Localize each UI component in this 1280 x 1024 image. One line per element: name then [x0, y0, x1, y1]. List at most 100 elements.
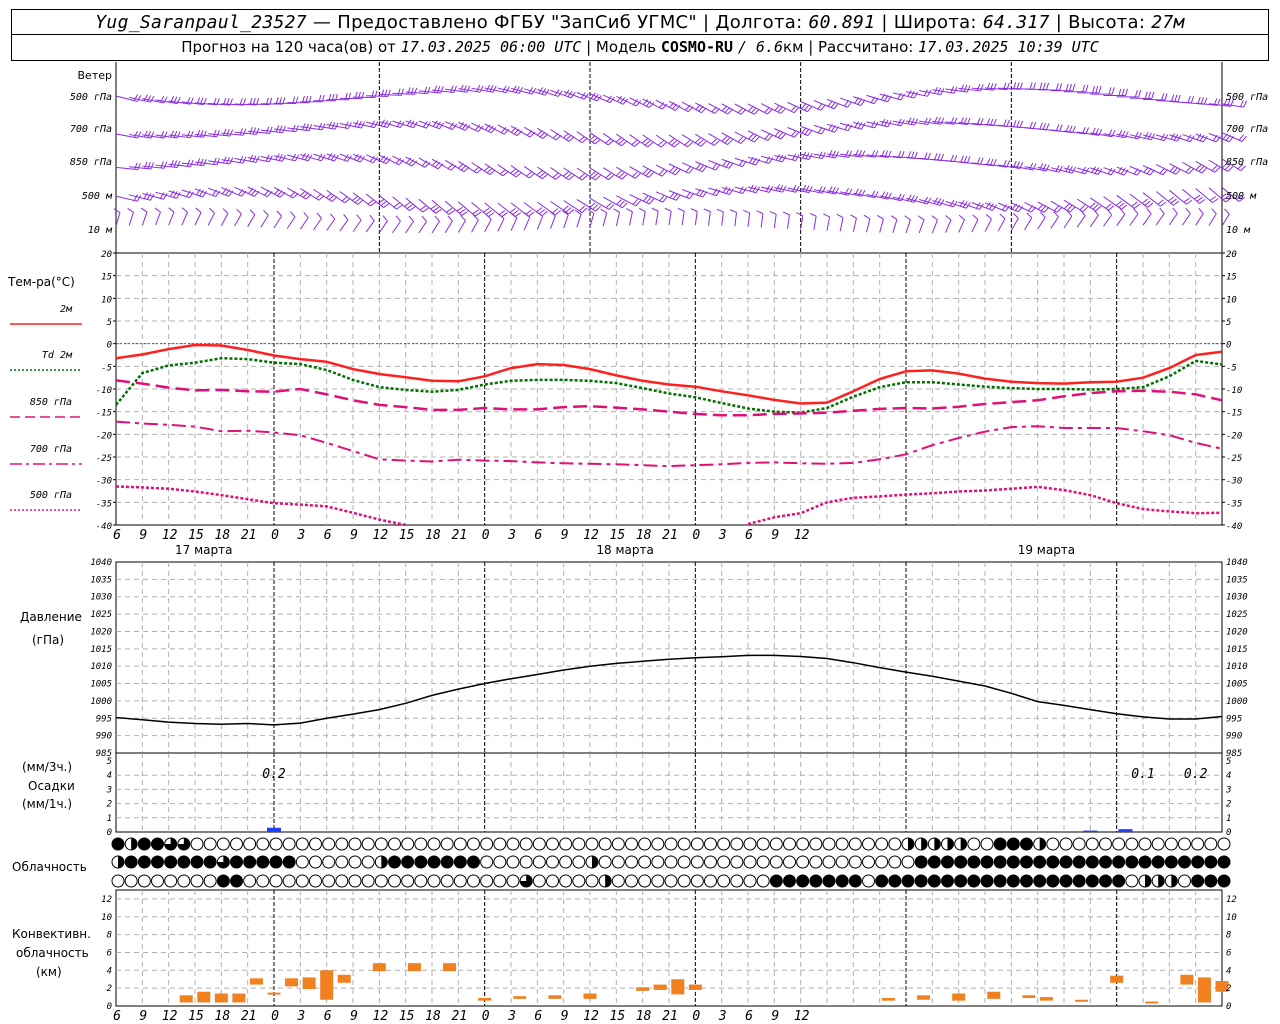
- wind-feather: [833, 103, 839, 110]
- wind-barb: [1155, 213, 1165, 226]
- wind-feather: [1055, 83, 1059, 91]
- wind-barb: [879, 218, 884, 233]
- wind-barb: [313, 153, 335, 162]
- wind-barb: [602, 196, 623, 209]
- wind-barb: [919, 90, 941, 96]
- wind-barb: [905, 219, 911, 234]
- wind-feather: [605, 202, 612, 209]
- conv-bar: [671, 979, 685, 995]
- wind-feather: [554, 210, 561, 216]
- wind-feather: [1222, 195, 1230, 201]
- cloud-symbol: [532, 837, 546, 851]
- wind-feather: [907, 194, 912, 202]
- hour-label-bottom: 21: [241, 1009, 257, 1024]
- cloud-symbol: [559, 837, 573, 851]
- wind-feather: [160, 161, 164, 169]
- wind-level-label-right: 500 гПа: [1226, 92, 1268, 103]
- hour-label-bottom: 3: [296, 1009, 305, 1024]
- wind-feather: [1198, 207, 1204, 214]
- wind-feather: [163, 161, 168, 169]
- wind-feather: [459, 84, 464, 92]
- wind-feather: [331, 196, 338, 202]
- wind-barb: [721, 158, 743, 168]
- wind-feather: [186, 190, 191, 197]
- wind-barb: [1195, 102, 1218, 106]
- wind-barb: [1090, 197, 1109, 211]
- wind-feather: [645, 196, 652, 203]
- cloud-symbol: [769, 837, 783, 851]
- cloud-symbol: [1204, 837, 1218, 851]
- cloud-symbol: [414, 874, 428, 888]
- wind-feather: [659, 195, 665, 202]
- cloud-symbol: [585, 874, 599, 888]
- cloud-fill: [138, 838, 151, 850]
- cloud-symbol: [717, 837, 731, 851]
- cloud-symbol: [506, 837, 520, 851]
- wind-barb: [734, 186, 757, 194]
- pres-tick-right: 1030: [1226, 593, 1248, 603]
- cloud-fill: [994, 838, 1007, 850]
- wind-feather: [382, 156, 389, 163]
- wind-feather: [581, 137, 588, 144]
- wind-barb: [602, 94, 624, 105]
- lon-label: Долгота:: [715, 12, 803, 33]
- wind-barb: [997, 202, 1019, 213]
- wind-feather: [1066, 205, 1073, 211]
- wind-barb: [945, 121, 968, 126]
- cloud-symbol: [625, 874, 638, 888]
- cloud-fill: [1139, 856, 1151, 868]
- wind-feather: [1046, 82, 1050, 90]
- wind-feather: [502, 85, 507, 93]
- wind-feather: [536, 207, 543, 213]
- cloud-fill: [1178, 856, 1191, 868]
- wind-barb: [563, 130, 583, 144]
- cloud-symbol: [717, 874, 731, 888]
- hour-label-bottom: 3: [507, 1009, 516, 1024]
- wind-barb: [1195, 160, 1215, 173]
- wind-barb: [405, 156, 426, 168]
- wind-barb: [1116, 133, 1139, 140]
- wind-feather: [669, 191, 675, 199]
- wind-feather: [466, 85, 471, 93]
- conv-unit: (км): [36, 965, 62, 979]
- wind-feather: [724, 137, 731, 144]
- wind-feather: [764, 107, 770, 113]
- wind-barb: [800, 188, 823, 194]
- wind-feather: [1186, 199, 1193, 205]
- wind-barb: [1077, 131, 1099, 136]
- wind-barb: [852, 218, 857, 232]
- wind-feather: [722, 186, 728, 193]
- wind-feather: [782, 211, 790, 216]
- wind-barb: [208, 160, 231, 165]
- wind-feather: [524, 212, 531, 218]
- wind-barb: [405, 91, 428, 95]
- wind-feather: [242, 128, 247, 136]
- cloud-fill: [823, 875, 835, 887]
- wind-barb: [1182, 162, 1203, 174]
- wind-feather: [648, 102, 655, 108]
- wind-barb: [681, 134, 702, 147]
- wind-feather: [729, 188, 734, 195]
- wind-barb: [984, 163, 1007, 168]
- wind-barb: [655, 211, 659, 226]
- hour-label-bottom: 3: [718, 1009, 727, 1024]
- hour-label: 6: [745, 528, 753, 543]
- wind-feather: [923, 117, 928, 125]
- wind-feather: [536, 211, 543, 217]
- wind-feather: [775, 184, 780, 191]
- wind-barb: [339, 153, 361, 163]
- wind-feather: [1068, 165, 1073, 173]
- cloud-fill: [1046, 856, 1059, 868]
- wind-feather: [539, 172, 546, 178]
- wind-barb: [550, 215, 556, 229]
- wind-barb: [550, 200, 569, 215]
- wind-barb: [787, 127, 809, 137]
- cloud-fill: [981, 856, 993, 868]
- cloud-symbol: [783, 855, 796, 869]
- precip-tick-right: 1: [1226, 814, 1231, 824]
- cloud-symbol: [427, 874, 441, 888]
- wind-feather: [1108, 205, 1115, 211]
- wind-feather: [484, 165, 490, 172]
- conv-tick-left: 2: [107, 984, 112, 994]
